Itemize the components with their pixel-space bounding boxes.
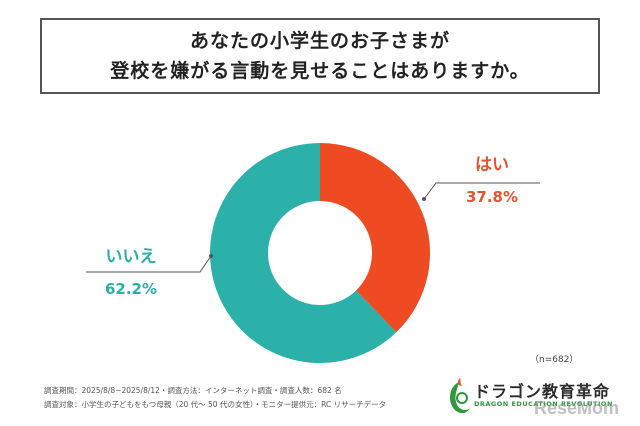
footer-line-1: 調査期間：2025/8/8~2025/8/12・調査方法：インターネット調査・調… [44, 386, 342, 395]
footer-line-2: 調査対象：小学生の子どもをもつ母親（20 代～ 50 代の女性）・モニター提供元… [44, 400, 387, 409]
slice-yes [320, 143, 430, 333]
title-line-1: あなたの小学生のお子さまが [189, 30, 450, 52]
label-no-value: 62.2% [104, 280, 158, 298]
slice-no [209, 143, 397, 363]
leader-dot-no [209, 254, 213, 258]
sample-size-note: （n=682） [530, 355, 579, 365]
leader-line-no [86, 255, 212, 273]
label-yes-value: 37.8% [465, 188, 519, 206]
logo-name: ドラゴン教育革命 [474, 382, 611, 401]
dragon-logo-icon [450, 378, 470, 414]
leader-dot-yes [422, 197, 426, 201]
leader-line-yes [423, 182, 540, 200]
title-box: あなたの小学生のお子さまが 登校を嫌がる言動を見せることはありますか。 [40, 18, 600, 94]
title-line-2: 登校を嫌がる言動を見せることはありますか。 [110, 60, 530, 82]
label-no-name: いいえ [105, 247, 157, 267]
watermark: ReseMom [534, 398, 620, 418]
logo-subtitle: DRAGON EDUCATION REVOLUTION [474, 400, 613, 408]
logo: ドラゴン教育革命 DRAGON EDUCATION REVOLUTION [446, 374, 636, 422]
label-yes: はい 37.8% [462, 154, 522, 208]
label-yes-name: はい [475, 155, 509, 175]
label-no: いいえ 62.2% [92, 246, 170, 300]
